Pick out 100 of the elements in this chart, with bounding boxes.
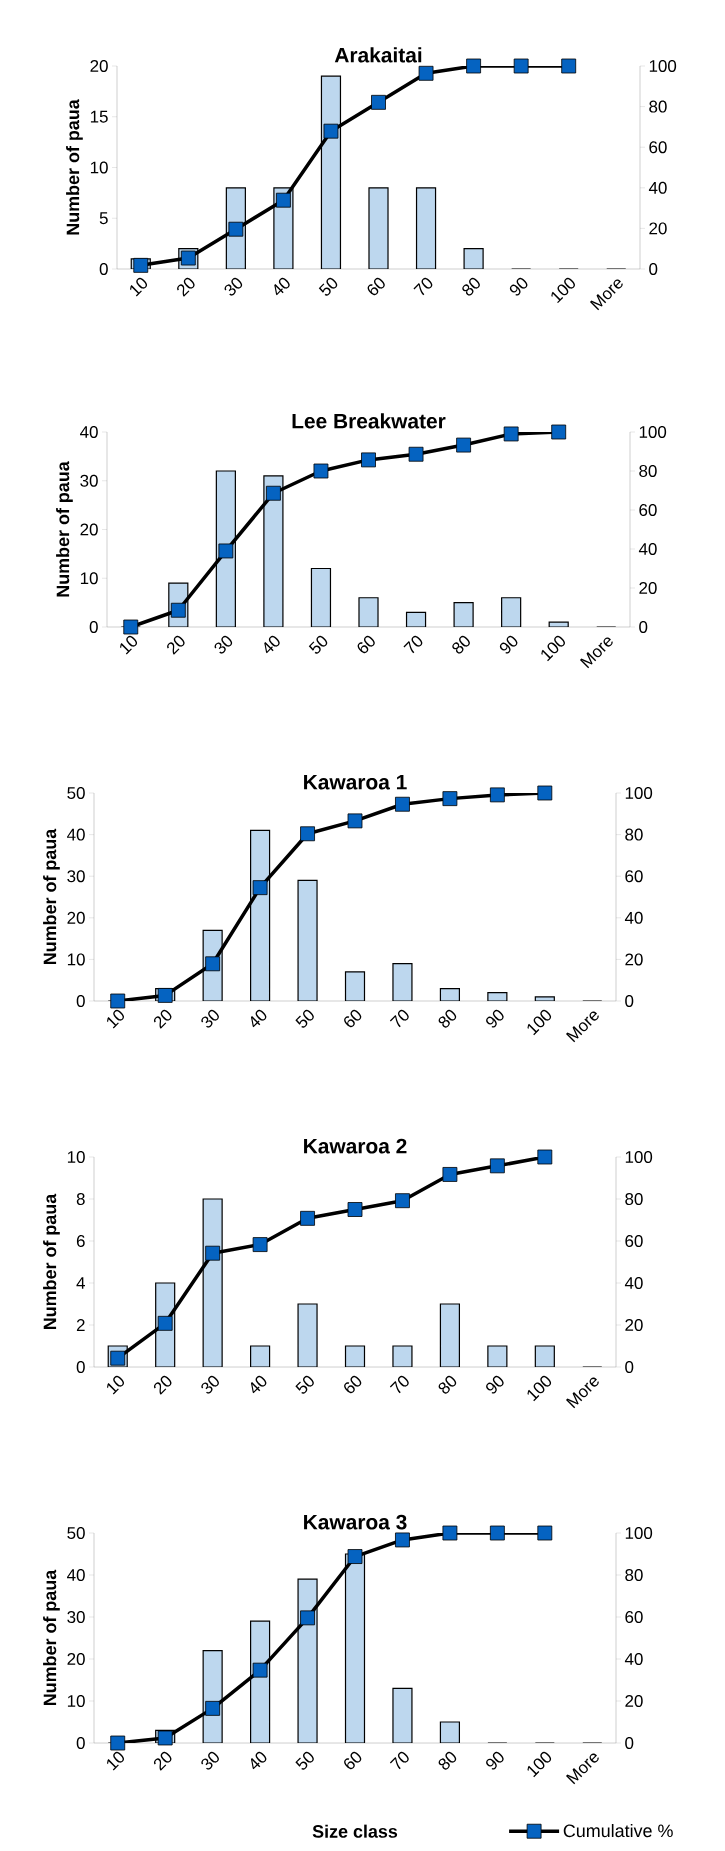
y-tick-label: 30 [67,870,85,883]
x-tick-label: 100 [527,1009,552,1036]
y2-tick-label: 80 [625,1569,643,1582]
point [418,65,434,81]
point [300,1210,315,1226]
y-tick-label: 10 [80,572,98,585]
point [537,1149,553,1165]
y2-tick-label: 0 [625,1737,634,1750]
bar [310,567,332,628]
x-tick-label: 30 [201,1375,219,1394]
point [395,796,410,812]
x-tick-label: 40 [250,1751,267,1770]
y2-tick-label: 100 [649,60,677,72]
x-tick-label: 30 [201,1009,219,1028]
y2-tick-label: 60 [625,1235,643,1248]
point [489,1525,505,1541]
y-tick-label: 10 [67,953,85,966]
point [442,1167,458,1182]
y2-tick-label: 20 [625,1695,643,1708]
x-tick-label: 30 [214,635,233,654]
point [347,1549,363,1564]
x-tick-label: 70 [389,1375,409,1394]
bar [297,1578,318,1744]
point [300,826,315,842]
point [228,221,244,237]
y2-tick-label: 40 [648,181,667,194]
y-tick-label: 50 [67,787,85,800]
bar [439,1303,461,1368]
point [442,1525,458,1541]
point [110,993,126,1009]
y-tick-label: 5 [99,212,108,225]
point [252,880,268,896]
x-tick-label: 20 [167,635,185,655]
y-tick-label: 10 [90,161,108,174]
bar [250,829,271,1002]
chart-title: Kawaroa 2 [304,1138,407,1154]
y-tick-label: 0 [89,621,98,634]
y2-tick-label: 60 [639,504,657,517]
y2-tick-label: 80 [639,465,657,478]
x-tick-label: 10 [120,635,138,655]
x-tick-label: 100 [527,1375,552,1402]
y2-tick-label: 80 [625,828,643,841]
x-tick-label: 90 [486,1751,504,1770]
x-tick-label: 50 [308,635,328,654]
x-tick-label: 10 [130,277,148,297]
chart-title: Kawaroa 3 [304,1514,407,1530]
x-tick-label: 40 [250,1009,267,1028]
y-tick-label: 30 [67,1611,85,1624]
point [371,94,386,110]
y-axis-title: Number of paua [66,99,83,235]
point [313,463,329,479]
point [537,1525,553,1541]
y-tick-label: 20 [67,1653,85,1666]
point [218,543,234,559]
y-tick-label: 40 [67,1569,85,1582]
point [537,785,553,801]
point [276,192,291,208]
x-tick-label: 90 [499,635,518,654]
point [323,123,339,139]
x-axis-title: Size class [312,1824,398,1838]
point [300,1610,315,1626]
x-tick-label: 100 [527,1751,552,1778]
point [205,956,221,972]
x-tick-label: 70 [413,277,433,296]
bar [263,475,284,628]
y2-tick-label: 0 [649,263,658,276]
y-tick-label: 30 [80,474,98,487]
x-tick-label: 70 [389,1751,409,1770]
x-tick-label: 60 [367,277,385,296]
point [503,426,519,442]
y-tick-label: 6 [76,1235,85,1248]
point [347,813,363,829]
y2-tick-label: 40 [624,1653,643,1666]
y2-tick-label: 0 [639,621,648,634]
point [456,437,471,453]
point [513,58,529,74]
x-tick-label: 30 [201,1751,219,1770]
point [110,1735,126,1751]
point [466,58,481,74]
x-tick-label: 100 [551,277,575,304]
x-tick-label: 80 [438,1009,457,1028]
x-tick-label: 80 [462,277,480,296]
chart-title: Arakaitai [334,47,422,63]
y2-tick-label: 60 [625,1611,643,1624]
point [551,424,567,440]
y2-tick-label: 60 [649,141,667,154]
y-axis-title: Number of paua [43,1193,60,1330]
x-tick-label: 80 [438,1375,457,1394]
point [252,1662,268,1678]
y-tick-label: 20 [90,60,108,72]
x-tick-label: 60 [344,1751,362,1770]
y-tick-label: 20 [67,911,85,924]
x-tick-label: 70 [389,1009,409,1028]
point [442,791,458,807]
x-tick-label: 20 [153,1751,172,1771]
y-tick-label: 0 [76,1737,85,1750]
y2-tick-label: 40 [624,911,643,924]
bar [415,187,437,269]
y2-tick-label: 20 [625,953,643,966]
bar [501,597,522,628]
